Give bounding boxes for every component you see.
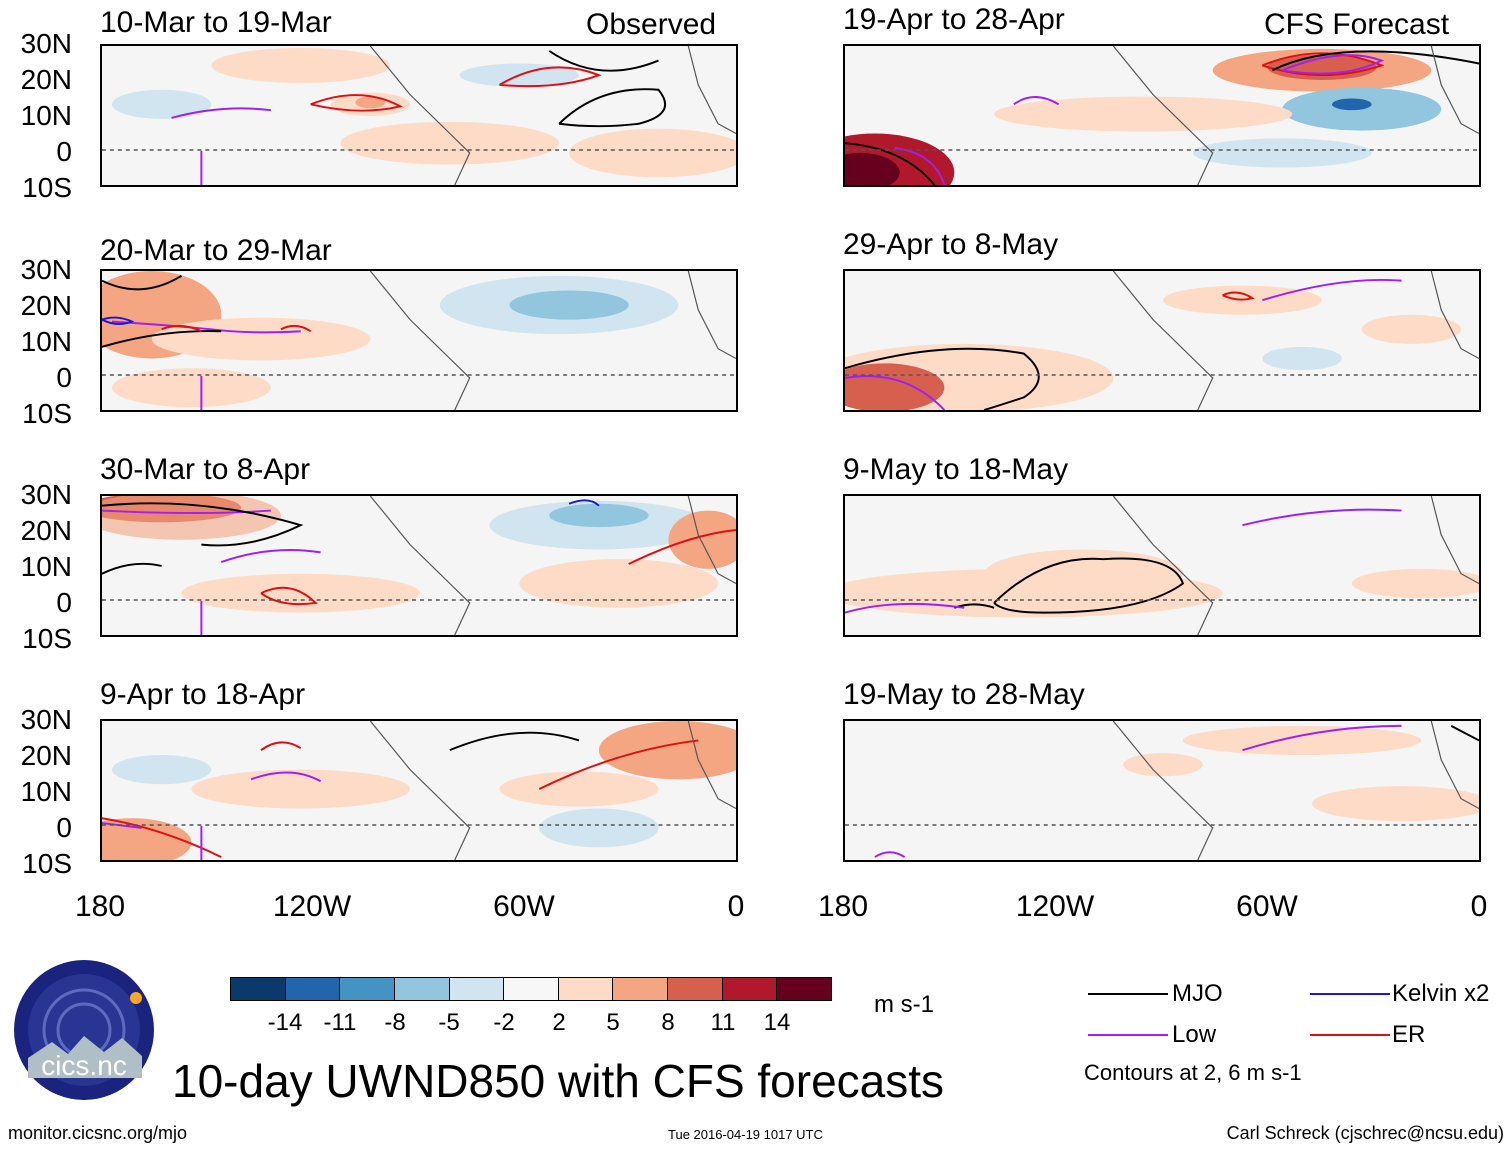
panel-title: 20-Mar to 29-Mar bbox=[100, 234, 332, 267]
colorbar-tick: 5 bbox=[606, 1009, 620, 1036]
x-label: 120W bbox=[1015, 890, 1095, 923]
footer-author: Carl Schreck (cjschrec@ncsu.edu) bbox=[1226, 1123, 1504, 1143]
panel-tag: Observed bbox=[586, 8, 717, 41]
colorbar-swatch bbox=[449, 978, 505, 1000]
colorbar-swatch bbox=[777, 978, 832, 1000]
colorbar-tick: 2 bbox=[552, 1009, 566, 1036]
map-panel-6 bbox=[843, 494, 1481, 637]
y-label: 0 bbox=[56, 362, 72, 393]
logo-text: cics.nc bbox=[41, 1050, 127, 1081]
legend-low: Low bbox=[1172, 1021, 1217, 1048]
colorbar-swatch bbox=[231, 978, 286, 1000]
y-label: 30N bbox=[20, 254, 72, 285]
y-label: 30N bbox=[20, 28, 72, 59]
y-label: 10S bbox=[22, 172, 72, 203]
figure-title: 10-day UWND850 with CFS forecasts bbox=[172, 1055, 945, 1107]
y-label: 10N bbox=[20, 776, 72, 807]
legend-mjo: MJO bbox=[1172, 980, 1223, 1007]
colorbar-swatch bbox=[722, 978, 778, 1000]
map-field bbox=[845, 496, 1479, 635]
colorbar bbox=[230, 977, 832, 1001]
map-panel-2 bbox=[843, 44, 1481, 187]
map-field bbox=[845, 721, 1479, 860]
low-line-swatch bbox=[1088, 1034, 1168, 1036]
legend-er: ER bbox=[1392, 1021, 1426, 1048]
y-label: 30N bbox=[20, 704, 72, 735]
colorbar-tick: -2 bbox=[493, 1009, 515, 1036]
colorbar-swatch bbox=[504, 978, 559, 1000]
y-label: 20N bbox=[20, 64, 72, 95]
y-label: 10N bbox=[20, 100, 72, 131]
panel-title: 9-Apr to 18-Apr bbox=[100, 678, 306, 711]
footer-timestamp: Tue 2016-04-19 1017 UTC bbox=[668, 1127, 823, 1142]
colorbar-tick: -14 bbox=[267, 1009, 303, 1036]
x-label: 0 bbox=[1470, 890, 1488, 923]
y-label: 0 bbox=[56, 587, 72, 618]
x-label: 120W bbox=[272, 890, 352, 923]
footer-url: monitor.cicsnc.org/mjo bbox=[8, 1123, 188, 1143]
colorbar-swatch bbox=[668, 978, 723, 1000]
kelvin-line-swatch bbox=[1310, 993, 1390, 995]
panel-title: 10-Mar to 19-Mar bbox=[100, 6, 332, 39]
legend-contours-note: Contours at 2, 6 m s-1 bbox=[1084, 1060, 1302, 1085]
map-field bbox=[102, 496, 736, 635]
map-panel-7 bbox=[100, 719, 738, 862]
map-field bbox=[845, 46, 1479, 185]
colorbar-swatch bbox=[613, 978, 669, 1000]
y-label: 0 bbox=[56, 812, 72, 843]
x-label: 0 bbox=[727, 890, 745, 923]
panel-title: 30-Mar to 8-Apr bbox=[100, 453, 311, 486]
colorbar-tick: -11 bbox=[323, 1009, 357, 1036]
y-label: 30N bbox=[20, 479, 72, 510]
y-label: 10N bbox=[20, 326, 72, 357]
panel-title: 29-Apr to 8-May bbox=[843, 228, 1059, 261]
map-field bbox=[102, 721, 736, 860]
y-label: 20N bbox=[20, 515, 72, 546]
y-label: 20N bbox=[20, 290, 72, 321]
map-panel-8 bbox=[843, 719, 1481, 862]
x-label: 180 bbox=[817, 890, 869, 923]
colorbar-tick: -8 bbox=[384, 1009, 406, 1036]
panel-title: 19-Apr to 28-Apr bbox=[843, 3, 1065, 36]
x-label: 60W bbox=[1236, 890, 1298, 923]
y-label: 10S bbox=[22, 398, 72, 429]
y-label: 10S bbox=[22, 848, 72, 879]
panel-title: 9-May to 18-May bbox=[843, 453, 1069, 486]
colorbar-unit: m s-1 bbox=[874, 991, 934, 1018]
map-panel-3 bbox=[100, 269, 738, 412]
colorbar-swatch bbox=[340, 978, 395, 1000]
y-label: 0 bbox=[56, 136, 72, 167]
legend-kelvin: Kelvin x2 bbox=[1392, 980, 1490, 1007]
colorbar-tick: 8 bbox=[661, 1009, 675, 1036]
er-line-swatch bbox=[1310, 1034, 1390, 1036]
colorbar-tick: 14 bbox=[763, 1009, 791, 1036]
colorbar-swatch bbox=[558, 978, 614, 1000]
y-label: 10S bbox=[22, 623, 72, 654]
panel-tag: CFS Forecast bbox=[1264, 8, 1450, 41]
map-field bbox=[102, 46, 736, 185]
map-panel-1 bbox=[100, 44, 738, 187]
cicsnc-logo: cics.nc bbox=[12, 958, 156, 1102]
y-label: 20N bbox=[20, 740, 72, 771]
mjo-line-swatch bbox=[1088, 993, 1168, 995]
colorbar-tick: 11 bbox=[710, 1009, 736, 1036]
colorbar-swatch bbox=[285, 978, 341, 1000]
panel-title: 19-May to 28-May bbox=[843, 678, 1085, 711]
colorbar-swatch bbox=[394, 978, 450, 1000]
map-field bbox=[102, 271, 736, 410]
x-label: 60W bbox=[493, 890, 555, 923]
colorbar-tick: -5 bbox=[438, 1009, 460, 1036]
y-label: 10N bbox=[20, 551, 72, 582]
x-label: 180 bbox=[74, 890, 126, 923]
map-panel-5 bbox=[100, 494, 738, 637]
map-field bbox=[845, 271, 1479, 410]
logo-icon bbox=[14, 960, 154, 1100]
map-panel-4 bbox=[843, 269, 1481, 412]
